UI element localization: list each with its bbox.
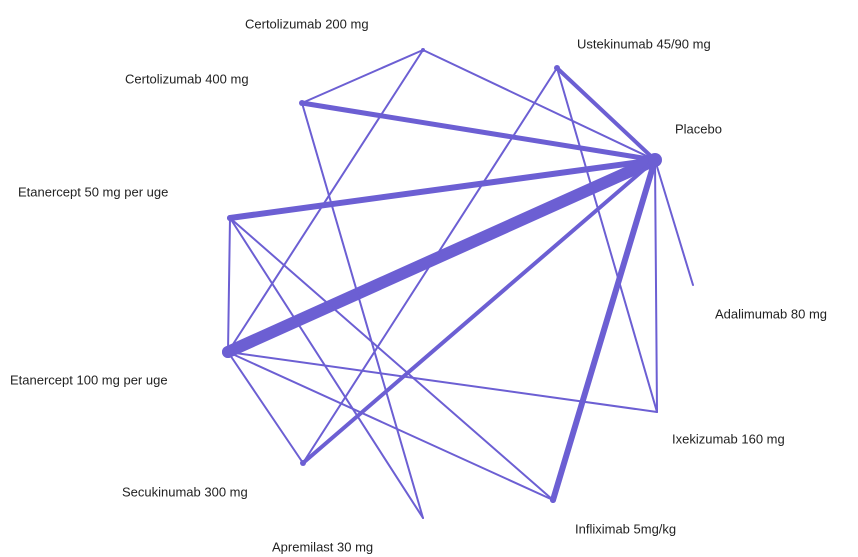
node: [222, 346, 234, 358]
node-label: Apremilast 30 mg: [272, 539, 373, 554]
node-label: Certolizumab 400 mg: [125, 71, 249, 86]
node: [227, 215, 233, 221]
nodes: [222, 48, 662, 503]
node: [554, 65, 560, 71]
node: [421, 48, 425, 52]
edge: [227, 49, 424, 353]
node-label: Placebo: [675, 121, 722, 136]
node: [550, 497, 556, 503]
node-label: Infliximab 5mg/kg: [575, 521, 676, 536]
edge: [654, 159, 694, 286]
edge: [301, 49, 424, 104]
edge: [654, 159, 658, 413]
edge: [299, 100, 658, 163]
edge: [222, 154, 661, 358]
edge: [227, 157, 658, 221]
node-label: Etanercept 100 mg per uge: [10, 372, 168, 387]
edge: [229, 217, 424, 519]
labels: Placebo Certolizumab 200 mg Ustekinumab …: [10, 16, 827, 554]
edge: [227, 217, 231, 353]
edges: [222, 49, 694, 519]
edge: [301, 158, 657, 465]
node: [648, 153, 662, 167]
edge: [227, 351, 304, 464]
edge: [229, 217, 554, 501]
node-label: Adalimumab 80 mg: [715, 306, 827, 321]
node-label: Secukinumab 300 mg: [122, 484, 248, 499]
edge: [301, 102, 424, 519]
edge: [422, 49, 656, 161]
edge: [556, 67, 658, 413]
node: [299, 100, 305, 106]
node-label: Ustekinumab 45/90 mg: [577, 36, 711, 51]
edge: [550, 157, 658, 503]
node: [300, 460, 306, 466]
edge: [555, 66, 657, 162]
node-label: Etanercept 50 mg per uge: [18, 184, 168, 199]
edge: [227, 351, 658, 413]
node-label: Ixekizumab 160 mg: [672, 431, 785, 446]
edge: [227, 351, 554, 501]
node-label: Certolizumab 200 mg: [245, 16, 369, 31]
